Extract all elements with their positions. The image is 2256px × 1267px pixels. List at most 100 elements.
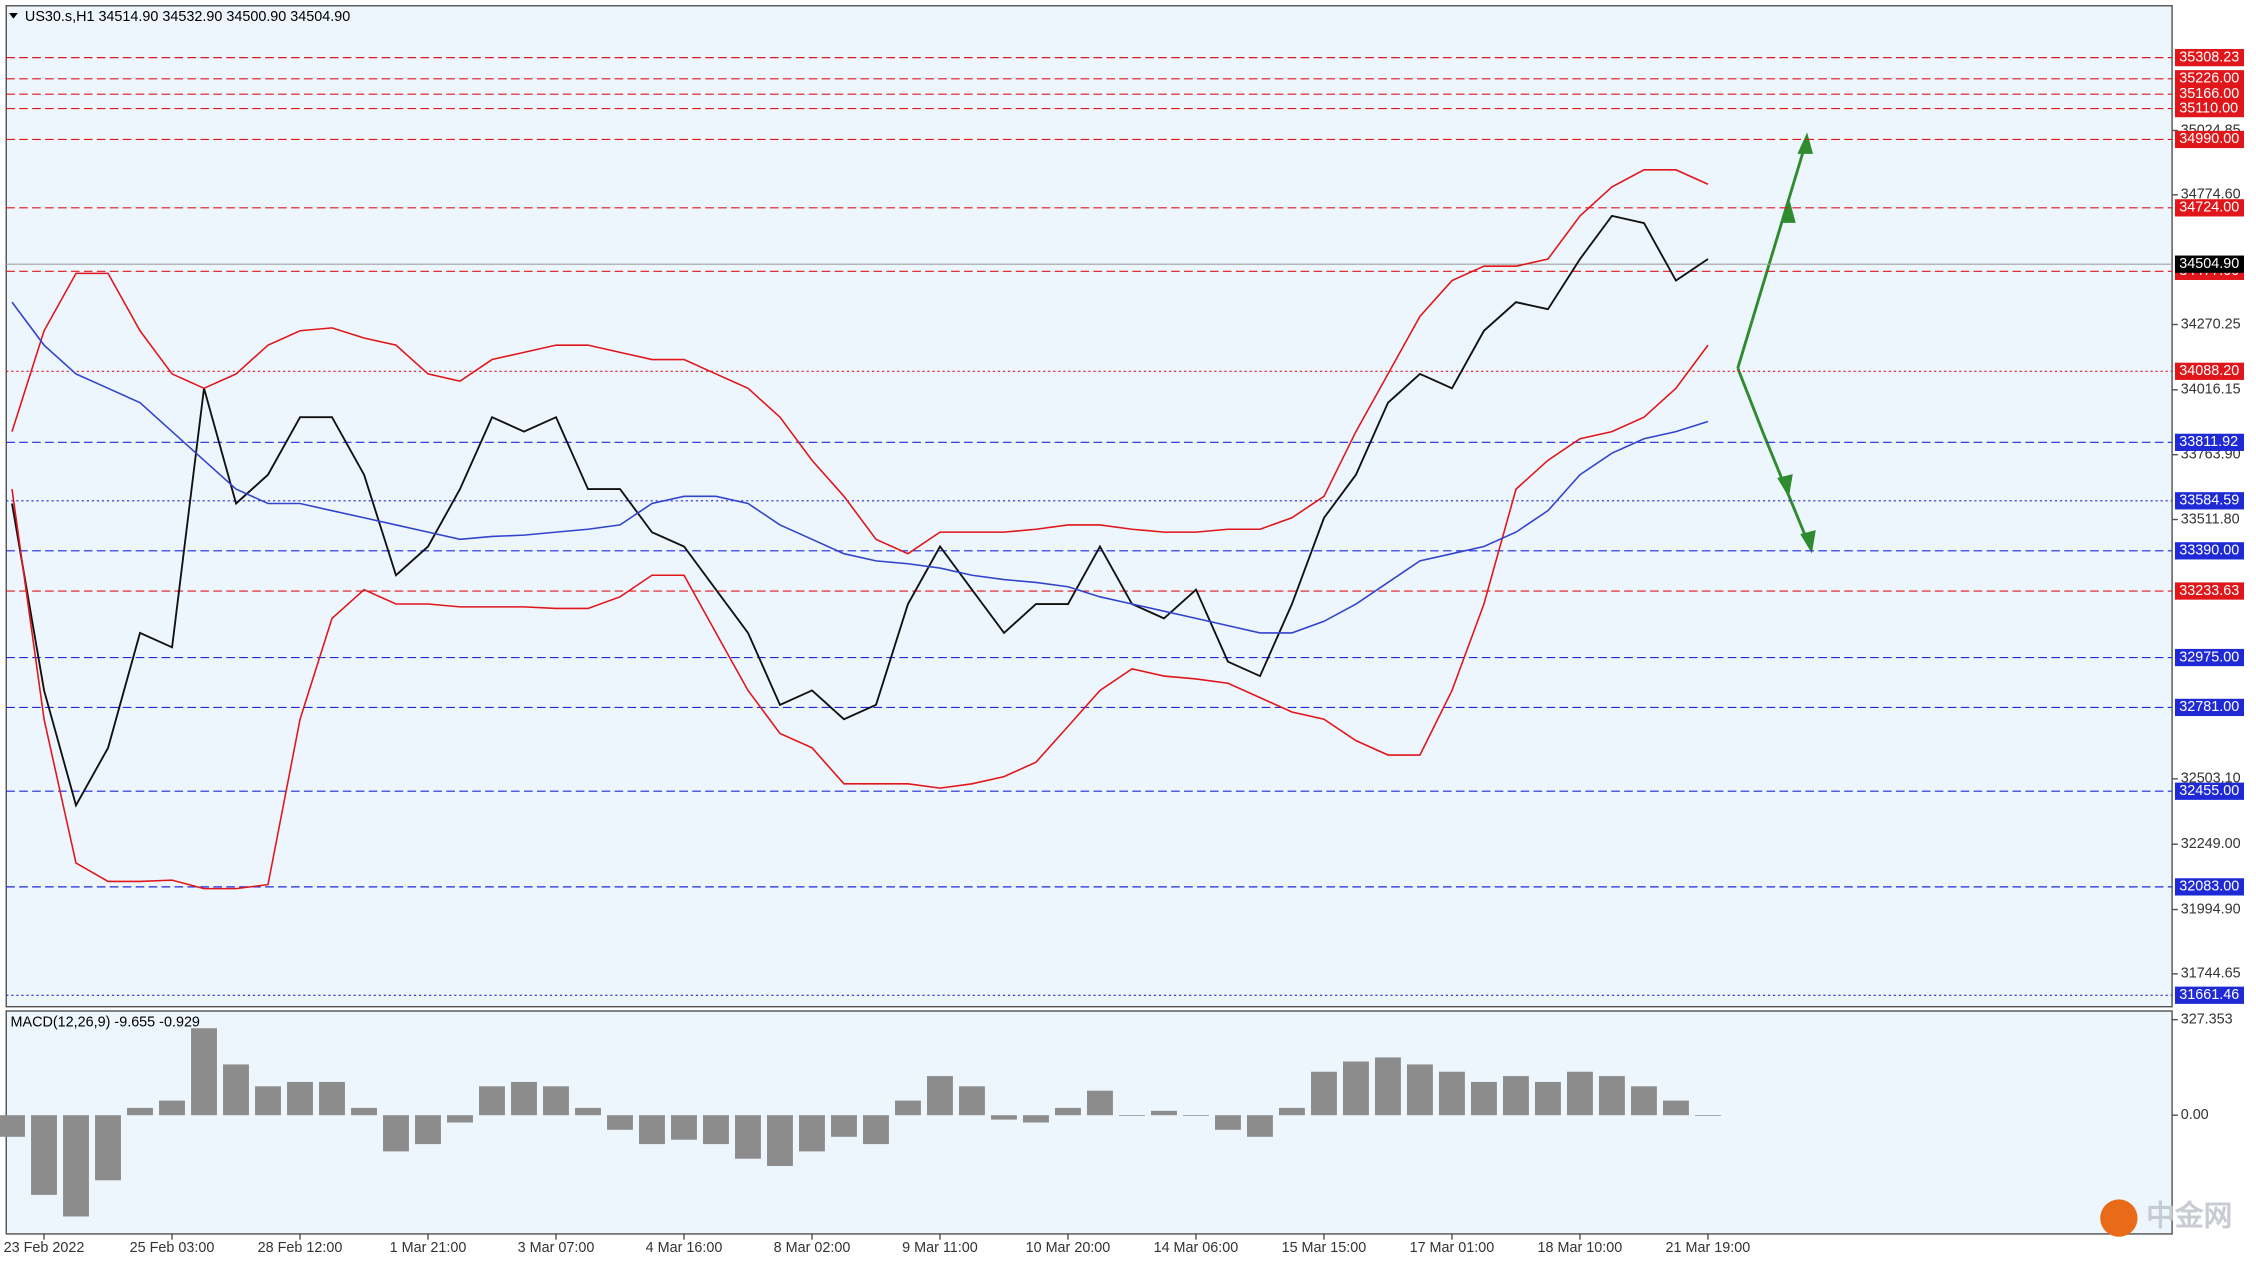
indicator-line bbox=[11, 169, 1709, 555]
x-tick-label: 14 Mar 06:00 bbox=[1154, 1240, 1239, 1256]
level-label: 35226.00 bbox=[2179, 71, 2239, 87]
macd-bar bbox=[799, 1115, 825, 1152]
macd-panel bbox=[5, 1010, 2173, 1235]
macd-bar bbox=[0, 1115, 25, 1137]
macd-bar bbox=[191, 1028, 217, 1116]
x-tick-label: 9 Mar 11:00 bbox=[902, 1240, 978, 1256]
level-label-bg bbox=[2174, 130, 2244, 149]
forecast-arrows bbox=[1736, 132, 1816, 554]
macd-title: MACD(12,26,9) -9.655 -0.929 bbox=[11, 1014, 200, 1030]
macd-bar bbox=[63, 1115, 89, 1217]
macd-bar bbox=[767, 1115, 793, 1166]
macd-bar bbox=[927, 1076, 953, 1116]
level-label: 34088.20 bbox=[2179, 363, 2239, 379]
y-tick-label: 34016.15 bbox=[2181, 382, 2241, 398]
y-tick-label: 31994.90 bbox=[2181, 901, 2241, 917]
arrow-down bbox=[1736, 367, 1765, 435]
macd-bar bbox=[351, 1107, 377, 1116]
level-label-bg bbox=[2174, 49, 2244, 67]
macd-bar bbox=[831, 1115, 857, 1137]
macd-bar bbox=[1406, 1064, 1433, 1116]
x-tick-label: 18 Mar 10:00 bbox=[1538, 1240, 1623, 1256]
macd-bar bbox=[1438, 1071, 1465, 1116]
macd-bar bbox=[1279, 1107, 1305, 1116]
level-label-bg bbox=[2174, 85, 2244, 103]
arrow-up bbox=[1736, 139, 1809, 369]
macd-bar bbox=[1055, 1107, 1081, 1116]
macd-bar bbox=[1470, 1081, 1497, 1116]
macd-bar bbox=[1630, 1086, 1657, 1116]
watermark: 中金网 bbox=[2146, 1200, 2232, 1233]
macd-bar bbox=[31, 1115, 57, 1195]
x-tick-label: 4 Mar 16:00 bbox=[646, 1240, 723, 1256]
level-label: 32455.00 bbox=[2179, 783, 2239, 799]
level-label-bg bbox=[2174, 362, 2244, 380]
macd-bar bbox=[1023, 1115, 1049, 1123]
x-tick-label: 28 Feb 12:00 bbox=[258, 1240, 343, 1256]
x-tick-label: 17 Mar 01:00 bbox=[1410, 1240, 1495, 1256]
macd-bar bbox=[1215, 1115, 1241, 1130]
arrow-head bbox=[1797, 132, 1813, 154]
macd-bar bbox=[223, 1064, 249, 1116]
macd-bar bbox=[415, 1115, 441, 1145]
indicator-line bbox=[11, 344, 1709, 890]
macd-bar bbox=[1087, 1090, 1113, 1116]
level-label: 32083.00 bbox=[2179, 879, 2239, 895]
level-label-bg bbox=[2174, 70, 2244, 88]
macd-bar bbox=[159, 1100, 185, 1116]
arrow-head bbox=[1777, 474, 1793, 498]
level-label: 35110.00 bbox=[2179, 100, 2238, 116]
level-label-bg bbox=[2174, 492, 2244, 510]
level-label: 33584.59 bbox=[2179, 493, 2239, 509]
x-tick-label: 23 Feb 2022 bbox=[4, 1240, 85, 1256]
level-label-bg bbox=[2174, 782, 2244, 800]
macd-bar bbox=[735, 1115, 761, 1159]
macd-bar bbox=[1119, 1115, 1145, 1116]
macd-bar bbox=[1311, 1071, 1337, 1116]
macd-bar bbox=[959, 1086, 985, 1116]
macd-bar bbox=[543, 1086, 569, 1116]
x-tick-label: 15 Mar 15:00 bbox=[1282, 1240, 1367, 1256]
macd-bar bbox=[255, 1086, 281, 1116]
y-tick-label: 33511.80 bbox=[2181, 511, 2240, 527]
macd-bar bbox=[479, 1086, 505, 1116]
macd-bar bbox=[607, 1115, 633, 1130]
macd-bar bbox=[575, 1107, 601, 1116]
level-label-bg bbox=[2174, 582, 2244, 600]
macd-bar bbox=[703, 1115, 729, 1145]
level-label: 34990.00 bbox=[2179, 131, 2239, 147]
y-tick-label: 32249.00 bbox=[2181, 836, 2241, 852]
x-tick-label: 3 Mar 07:00 bbox=[518, 1240, 595, 1256]
macd-bar bbox=[1183, 1115, 1209, 1116]
level-label: 33390.00 bbox=[2179, 543, 2239, 559]
macd-bar bbox=[1662, 1100, 1689, 1116]
level-label: 31661.46 bbox=[2179, 987, 2239, 1003]
price-line bbox=[11, 214, 1709, 808]
macd-bar bbox=[671, 1115, 697, 1140]
level-label: 32975.00 bbox=[2179, 649, 2239, 665]
macd-bar bbox=[319, 1081, 345, 1116]
x-tick-label: 10 Mar 20:00 bbox=[1026, 1240, 1111, 1256]
macd-bar bbox=[1151, 1110, 1177, 1116]
macd-bar bbox=[127, 1107, 153, 1116]
macd-bar bbox=[447, 1115, 473, 1123]
macd-bar bbox=[1375, 1057, 1401, 1116]
level-label: 33233.63 bbox=[2179, 583, 2239, 599]
menu-arrow[interactable] bbox=[9, 12, 18, 19]
y-tick-label: 0.00 bbox=[2181, 1107, 2209, 1123]
current-price-label: 34504.90 bbox=[2179, 256, 2239, 272]
level-label-bg bbox=[2174, 648, 2244, 667]
macd-bar bbox=[895, 1100, 921, 1116]
y-tick-label: 34774.60 bbox=[2181, 187, 2241, 203]
arrow-head bbox=[1780, 201, 1796, 223]
macd-bar bbox=[1247, 1115, 1273, 1137]
arrow-head bbox=[1800, 530, 1816, 554]
macd-bar bbox=[1343, 1061, 1369, 1116]
level-label: 35166.00 bbox=[2179, 86, 2239, 102]
y-tick-label: 34270.25 bbox=[2181, 316, 2241, 332]
logo-icon bbox=[2100, 1199, 2138, 1237]
indicator-line bbox=[11, 301, 1709, 634]
main-panel bbox=[5, 5, 2173, 1008]
y-tick-label: 31744.65 bbox=[2181, 966, 2241, 982]
current-price-bg bbox=[2174, 255, 2244, 273]
